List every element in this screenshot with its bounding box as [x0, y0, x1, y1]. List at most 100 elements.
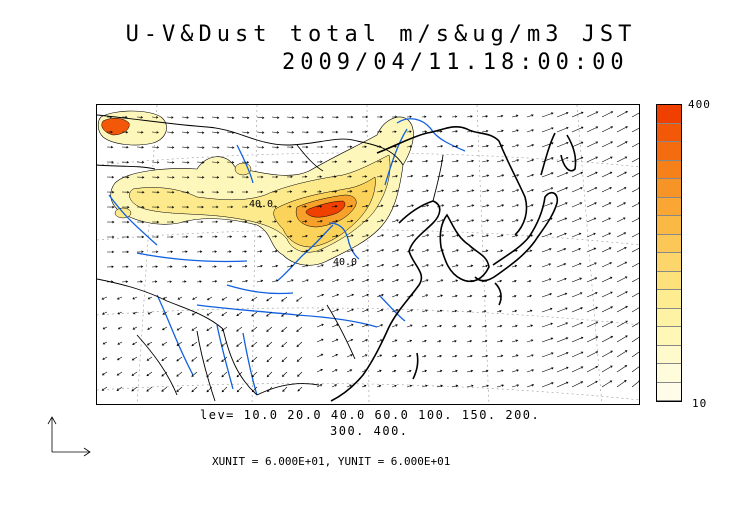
wind-vector — [451, 174, 460, 178]
wind-vector — [116, 371, 123, 376]
wind-vector — [631, 292, 639, 298]
wind-vector — [211, 250, 217, 253]
wind-vector — [526, 369, 535, 373]
plot-title-datetime: 2009/04/11.18:00:00 — [282, 50, 629, 75]
wind-vector — [122, 235, 130, 239]
wind-vector — [256, 250, 263, 253]
wind-vector — [297, 371, 303, 377]
wind-vector — [451, 354, 458, 358]
wind-vector — [132, 341, 138, 345]
wind-vector — [481, 219, 490, 223]
wind-vector — [406, 339, 413, 343]
wind-vector — [106, 115, 113, 119]
wind-vector — [496, 189, 505, 193]
wind-vector — [631, 307, 639, 313]
wind-vector — [211, 175, 220, 179]
wind-vector — [271, 131, 280, 134]
wind-vector — [236, 386, 243, 393]
colorbar-band — [657, 123, 681, 142]
wind-vector — [601, 141, 614, 148]
colorbar-band — [657, 234, 681, 253]
wind-vector — [556, 141, 569, 148]
wind-vector — [346, 219, 354, 223]
wind-vector — [466, 325, 472, 328]
wind-vector — [481, 295, 487, 298]
dust-map: 40.0 40.0 — [96, 104, 640, 405]
colorbar-band — [657, 216, 681, 235]
wind-vector — [541, 367, 554, 373]
wind-vector — [151, 190, 160, 194]
wind-vector — [191, 326, 198, 331]
wind-vector — [421, 130, 428, 133]
wind-vector — [271, 220, 277, 223]
wind-vector — [361, 249, 370, 253]
wind-vector — [571, 126, 584, 133]
wind-vector — [176, 356, 183, 362]
wind-vector — [631, 322, 639, 328]
wind-vector — [196, 190, 205, 194]
wind-vector — [361, 130, 368, 134]
wind-vector — [601, 291, 613, 298]
wind-vector — [436, 174, 444, 178]
wind-vector — [376, 204, 384, 208]
wind-vector — [526, 339, 534, 343]
wind-vector — [136, 161, 145, 164]
wind-vector — [121, 205, 130, 209]
wind-vector — [406, 249, 415, 253]
wind-vector — [287, 160, 294, 164]
wind-vector — [271, 250, 278, 253]
wind-vector — [421, 339, 427, 343]
wind-vector — [316, 308, 325, 313]
wind-vector — [631, 277, 639, 283]
wind-vector — [136, 175, 145, 179]
wind-vector — [266, 371, 273, 378]
wind-vector — [361, 234, 369, 238]
wind-vector — [151, 116, 159, 119]
wind-vector — [281, 311, 288, 317]
wind-vector — [221, 296, 228, 301]
wind-vector — [586, 141, 599, 148]
wind-vector — [421, 234, 430, 238]
colorbar-band — [657, 142, 681, 161]
wind-vector — [106, 205, 115, 209]
wind-vector — [511, 279, 517, 283]
wind-vector — [526, 249, 533, 253]
wind-vector — [526, 280, 532, 283]
wind-vector — [526, 309, 533, 313]
wind-vector — [511, 159, 520, 163]
wind-vector — [406, 234, 415, 238]
wind-vector — [161, 356, 168, 362]
wind-vector — [211, 220, 219, 224]
wind-vector — [556, 202, 568, 208]
wind-vector — [436, 384, 443, 388]
wind-vector — [436, 340, 442, 343]
wind-vector — [391, 324, 398, 328]
wind-vector — [181, 161, 190, 164]
wind-vector — [511, 369, 519, 373]
wind-vector — [496, 234, 504, 238]
wind-vector — [421, 324, 428, 328]
wind-vector — [586, 292, 598, 298]
wind-vector — [526, 354, 534, 358]
wind-vector — [301, 190, 307, 194]
wind-vector — [451, 294, 458, 298]
wind-vector — [106, 250, 115, 254]
wind-vector — [346, 249, 354, 253]
reference-vector-arrows — [47, 416, 91, 457]
wind-vector — [586, 217, 597, 223]
wind-vector — [601, 306, 614, 313]
colorbar-min-label: 10 — [692, 397, 708, 410]
wind-vector — [421, 355, 427, 358]
wind-vector — [601, 232, 612, 238]
wind-vector — [241, 250, 247, 253]
wind-vector — [271, 235, 278, 238]
wind-vector — [236, 296, 243, 301]
wind-vector — [481, 384, 489, 388]
wind-vector — [391, 384, 397, 388]
wind-vector — [376, 309, 384, 313]
wind-vector — [346, 160, 352, 164]
wind-vector — [286, 279, 294, 283]
wind-vector — [571, 277, 583, 283]
wind-vector — [196, 265, 202, 268]
wind-vector — [541, 307, 553, 313]
